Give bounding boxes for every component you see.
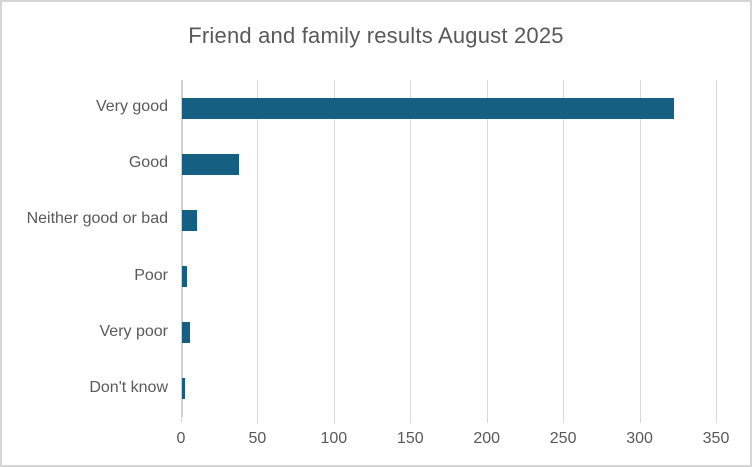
x-tick-label: 200 — [473, 430, 501, 447]
gridline — [257, 80, 258, 417]
bar — [182, 210, 197, 231]
axis-tick — [410, 417, 411, 423]
x-tick-label: 300 — [626, 430, 653, 447]
category-label: Don't know — [89, 379, 168, 396]
gridline — [563, 80, 564, 417]
axis-tick — [257, 417, 258, 423]
gridline — [334, 80, 335, 417]
gridline — [716, 80, 717, 417]
x-tick-label: 150 — [396, 430, 424, 447]
category-label: Good — [128, 154, 168, 171]
axis-tick — [487, 417, 488, 423]
axis-tick — [640, 417, 641, 423]
bar — [182, 154, 239, 175]
gridline — [640, 80, 641, 417]
x-tick-label: 100 — [320, 430, 348, 447]
category-label: Very poor — [99, 323, 168, 340]
category-label: Neither good or bad — [26, 210, 168, 227]
gridline — [410, 80, 411, 417]
x-tick-label: 50 — [248, 430, 267, 447]
bar — [182, 266, 187, 287]
bar — [182, 378, 185, 399]
gridline — [487, 80, 488, 417]
x-tick-label: 350 — [702, 430, 730, 447]
axis-tick — [334, 417, 335, 423]
bar — [182, 98, 674, 119]
x-tick-label: 0 — [176, 430, 186, 447]
category-label: Very good — [95, 98, 168, 115]
axis-tick — [181, 417, 182, 423]
plot-area — [181, 80, 717, 423]
zero-axis-line — [181, 80, 183, 417]
category-label: Poor — [134, 267, 168, 284]
axis-tick — [563, 417, 564, 423]
axis-tick — [716, 417, 717, 423]
chart-title: Friend and family results August 2025 — [188, 23, 564, 48]
x-tick-label: 250 — [549, 430, 577, 447]
bar — [182, 322, 190, 343]
